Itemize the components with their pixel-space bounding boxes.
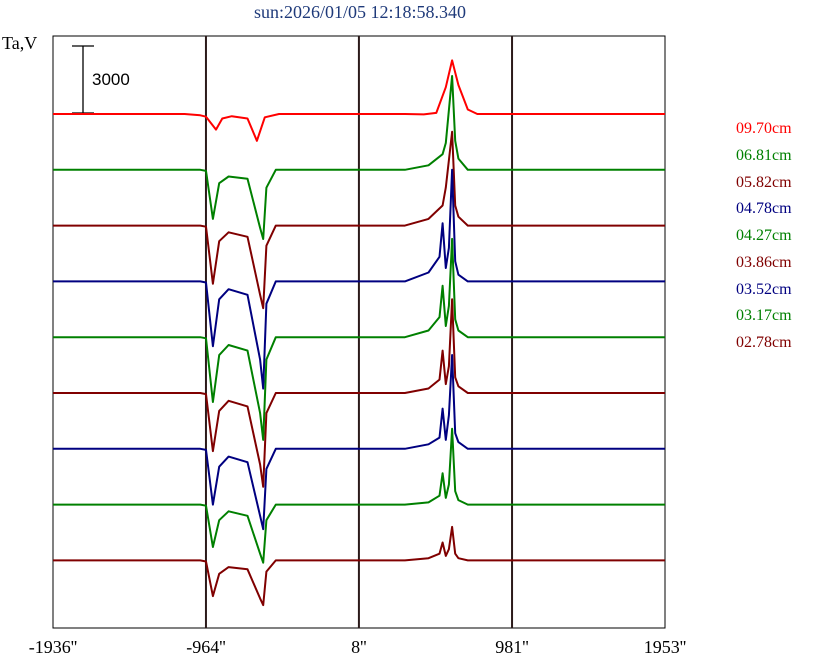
series-line-05-82cm xyxy=(53,130,665,310)
x-tick-label: -1936'' xyxy=(28,637,78,657)
x-tick-label: 8'' xyxy=(351,637,367,657)
legend-entry: 02.78cm xyxy=(736,334,792,351)
series-line-09-70cm xyxy=(53,59,665,142)
legend-entry: 09.70cm xyxy=(736,120,792,137)
x-tick-label: 1953'' xyxy=(643,637,687,657)
legend-entry: 03.17cm xyxy=(736,307,792,325)
legend-entry: 03.86cm xyxy=(736,253,792,271)
series-line-06-81cm xyxy=(53,75,665,240)
legend-entry: 04.27cm xyxy=(736,227,792,244)
series-line-04-27cm xyxy=(53,237,665,441)
series-line-03-52cm xyxy=(53,354,665,531)
series-line-03-86cm xyxy=(53,298,665,488)
series-line-04-78cm xyxy=(53,168,665,390)
series-line-03-17cm xyxy=(53,427,665,564)
chart-title: sun:2026/01/05 12:18:58.340 xyxy=(253,2,466,22)
y-axis-label: Ta,V xyxy=(2,33,38,53)
x-tick-label: -964'' xyxy=(186,637,226,657)
series-line-02-78cm xyxy=(53,525,665,607)
legend: 09.70cm 06.81cm 05.82cm 04.78cm 04.27cm 03.86… xyxy=(736,119,792,360)
scale-bar-label: 3000 xyxy=(92,70,130,89)
legend-entry: 06.81cm xyxy=(736,146,792,164)
scale-bar xyxy=(72,45,94,114)
legend-entry: 05.82cm xyxy=(736,173,792,191)
legend-entry: 03.52cm xyxy=(736,280,792,298)
legend-entry: 04.78cm xyxy=(736,200,792,218)
x-tick-label: 981'' xyxy=(495,637,529,657)
